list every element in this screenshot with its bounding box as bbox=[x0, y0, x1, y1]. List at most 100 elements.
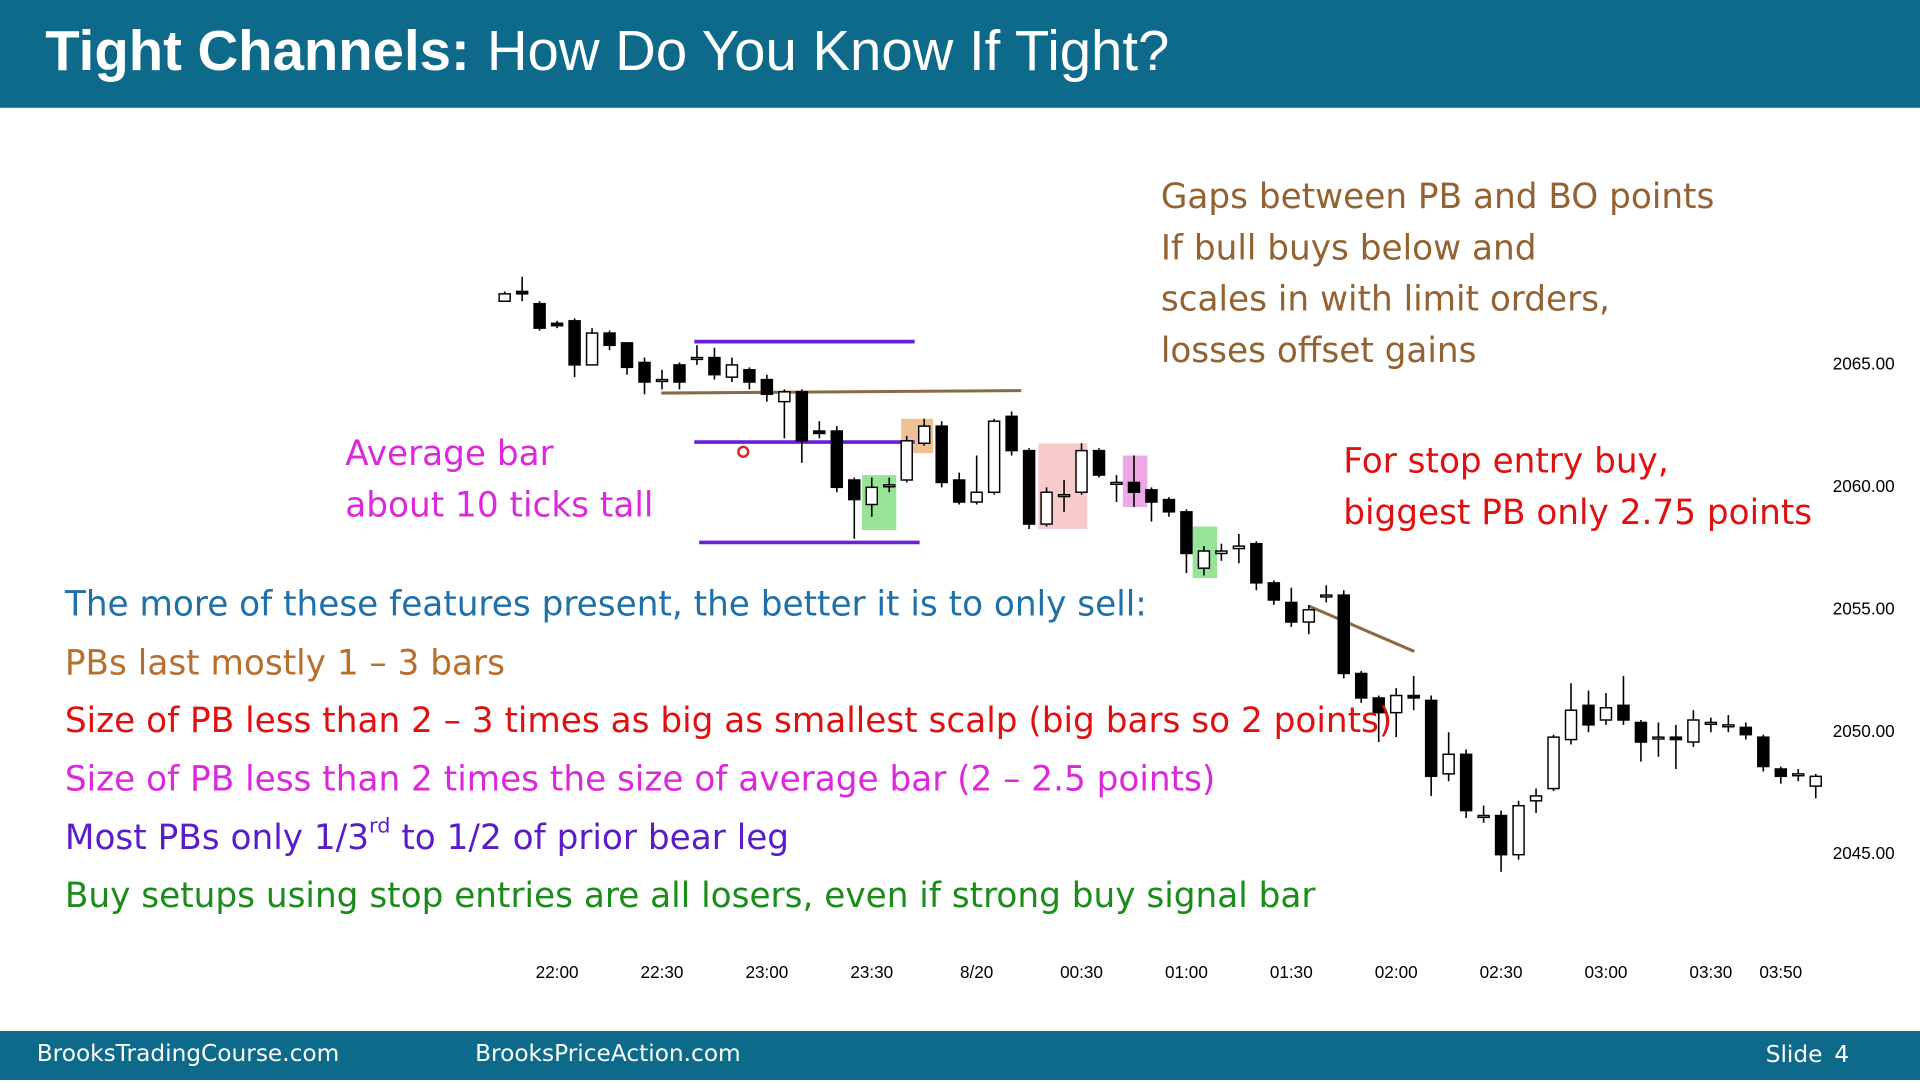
candle-body bbox=[830, 430, 844, 489]
list-item: Size of PB less than 2 – 3 times as big … bbox=[65, 701, 1392, 741]
candle-body bbox=[760, 378, 774, 396]
candle-body bbox=[1634, 721, 1648, 743]
candle-body bbox=[1599, 707, 1613, 721]
highlight bbox=[1122, 455, 1148, 507]
candle-body bbox=[515, 290, 529, 295]
list-text: to 1/2 of prior bear leg bbox=[390, 817, 789, 857]
list-item: Most PBs only 1/3rd to 1/2 of prior bear… bbox=[65, 814, 789, 858]
title-bold: Tight Channels: bbox=[45, 19, 469, 82]
candle-body bbox=[1774, 768, 1788, 778]
list-item: Size of PB less than 2 times the size of… bbox=[65, 760, 1215, 800]
x-tick-label: 02:30 bbox=[1480, 962, 1523, 982]
candle-body bbox=[1424, 699, 1438, 778]
candle-body bbox=[1512, 804, 1525, 856]
candle-body bbox=[498, 293, 511, 302]
trend-line bbox=[661, 389, 1022, 395]
gaps-note: Gaps between PB and BO points If bull bu… bbox=[1161, 177, 1715, 371]
candle-body bbox=[1407, 694, 1420, 699]
candle-body bbox=[1285, 601, 1298, 623]
candle-body bbox=[533, 302, 546, 329]
x-tick-label: 01:00 bbox=[1165, 962, 1208, 982]
y-tick-label: 2050.00 bbox=[1833, 721, 1895, 741]
y-tick-label: 2065.00 bbox=[1833, 353, 1895, 373]
candle-body bbox=[1459, 753, 1473, 812]
note-line: scales in with limit orders, bbox=[1161, 280, 1610, 320]
candle-body bbox=[603, 332, 616, 347]
candle-body bbox=[673, 364, 686, 383]
candle-body bbox=[1005, 415, 1018, 452]
list-text: Most PBs only 1/3 bbox=[65, 817, 369, 857]
candle-body bbox=[1215, 550, 1228, 555]
candle-body bbox=[638, 361, 651, 383]
candle-body bbox=[900, 440, 913, 481]
average-bar-note: Average bar about 10 ticks tall bbox=[345, 434, 653, 525]
candle-body bbox=[1337, 594, 1351, 675]
x-tick-label: 03:50 bbox=[1759, 962, 1802, 982]
candle-body bbox=[690, 356, 704, 361]
candle-body bbox=[1739, 726, 1753, 736]
note-line: biggest PB only 2.75 points bbox=[1343, 493, 1812, 533]
candle-body bbox=[1320, 594, 1333, 598]
candle-body bbox=[1040, 491, 1053, 525]
candle-body bbox=[1127, 481, 1141, 493]
x-tick-label: 03:30 bbox=[1689, 962, 1732, 982]
x-tick-label: 8/20 bbox=[960, 962, 993, 982]
trend-line bbox=[1308, 604, 1415, 653]
candle-body bbox=[1669, 736, 1683, 741]
list-item: PBs last mostly 1 – 3 bars bbox=[65, 643, 505, 683]
cursor-dot bbox=[737, 445, 750, 458]
candle-body bbox=[1442, 753, 1455, 775]
candle-body bbox=[1110, 481, 1123, 486]
candle-body bbox=[883, 484, 896, 488]
candle-body bbox=[725, 364, 739, 378]
candle-body bbox=[1529, 795, 1543, 802]
x-tick-label: 23:30 bbox=[850, 962, 893, 982]
candle-body bbox=[1057, 493, 1071, 498]
list-item: Buy setups using stop entries are all lo… bbox=[65, 876, 1316, 916]
x-tick-label: 03:00 bbox=[1585, 962, 1628, 982]
candle-body bbox=[1075, 449, 1088, 493]
candle-body bbox=[848, 479, 861, 501]
candle-body bbox=[1354, 672, 1368, 699]
candle-body bbox=[1617, 704, 1630, 721]
x-tick-label: 23:00 bbox=[745, 962, 788, 982]
candles bbox=[498, 276, 1822, 872]
candle-body bbox=[1180, 511, 1193, 555]
candle-body bbox=[865, 486, 879, 506]
candle-body bbox=[1809, 775, 1822, 787]
x-tick-label: 01:30 bbox=[1270, 962, 1313, 982]
x-tick-label: 02:00 bbox=[1375, 962, 1418, 982]
candle-body bbox=[987, 420, 1001, 493]
candle-body bbox=[1722, 724, 1735, 728]
candle-body bbox=[1757, 736, 1770, 768]
candle-body bbox=[1232, 545, 1246, 550]
candle-body bbox=[1092, 449, 1106, 476]
candle-body bbox=[1267, 582, 1281, 601]
footer-middle: BrooksPriceAction.com bbox=[475, 1040, 741, 1067]
candle-body bbox=[550, 322, 564, 327]
x-tick-label: 22:30 bbox=[641, 962, 684, 982]
candle-body bbox=[935, 425, 948, 484]
candle-body bbox=[743, 369, 756, 383]
note-line: losses offset gains bbox=[1161, 331, 1477, 371]
footer-left: BrooksTradingCourse.com bbox=[37, 1040, 340, 1067]
candle-body bbox=[1389, 694, 1403, 714]
footer-bar bbox=[0, 1031, 1920, 1080]
candle-body bbox=[1494, 814, 1508, 856]
note-line: Average bar bbox=[345, 434, 554, 474]
candle-body bbox=[1582, 704, 1595, 726]
candle-body bbox=[1250, 542, 1263, 584]
candle-body bbox=[1197, 550, 1211, 569]
candle-body bbox=[778, 391, 791, 403]
candle-body bbox=[708, 356, 721, 376]
x-tick-label: 22:00 bbox=[536, 962, 579, 982]
superscript: rd bbox=[369, 814, 390, 838]
candle-body bbox=[1547, 736, 1560, 790]
stop-entry-note: For stop entry buy, biggest PB only 2.75… bbox=[1343, 441, 1812, 532]
candle-body bbox=[1792, 773, 1805, 777]
title-rest: How Do You Know If Tight? bbox=[487, 19, 1169, 82]
candle-body bbox=[795, 391, 809, 442]
candle-body bbox=[1564, 709, 1578, 741]
candle-body bbox=[568, 320, 581, 366]
